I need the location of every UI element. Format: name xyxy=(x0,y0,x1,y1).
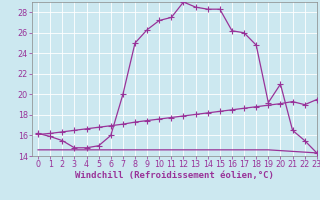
X-axis label: Windchill (Refroidissement éolien,°C): Windchill (Refroidissement éolien,°C) xyxy=(75,171,274,180)
